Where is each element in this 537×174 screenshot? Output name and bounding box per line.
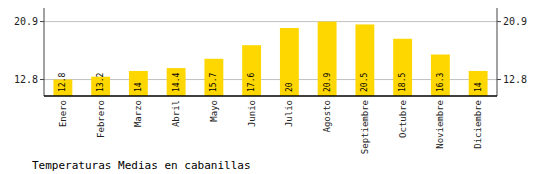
x-tick-label: Agosto xyxy=(322,100,332,133)
bars xyxy=(53,22,487,96)
x-tick-label: Mayo xyxy=(209,100,219,122)
y2-axis: 12.8 20.9 xyxy=(497,16,527,85)
bar xyxy=(242,45,261,96)
y2-tick-label: 12.8 xyxy=(503,74,527,85)
data-label: 14 xyxy=(134,82,143,92)
x-tick-label: Septiembre xyxy=(360,100,370,154)
bar xyxy=(393,39,412,96)
chart: 12.8 13.2 14 14.4 15.7 17.6 20 20.9 20.5 18.5 16.3… xyxy=(0,0,537,174)
data-label: 20.9 xyxy=(323,73,332,92)
grid-line xyxy=(44,79,497,80)
x-tick-label: Marzo xyxy=(133,100,143,127)
y-tick-label: 20.9 xyxy=(14,16,38,27)
x-tick-label: Abril xyxy=(171,100,181,127)
x-tick-label: Octubre xyxy=(398,100,408,138)
data-label: 16.3 xyxy=(436,73,445,92)
data-label: 18.5 xyxy=(398,73,407,92)
data-label: 14 xyxy=(474,82,483,92)
data-label: 14.4 xyxy=(172,73,181,92)
grid-line xyxy=(44,21,497,22)
bar xyxy=(431,55,450,96)
bar xyxy=(204,59,223,96)
y-tick-label: 12.8 xyxy=(14,74,38,85)
data-label: 20.5 xyxy=(360,73,369,92)
bar xyxy=(355,24,374,96)
data-label: 20 xyxy=(285,82,294,92)
x-tick-label: Enero xyxy=(58,100,68,127)
data-labels: 12.8 13.2 14 14.4 15.7 17.6 20 20.9 20.5 18.5 16.3… xyxy=(58,73,482,92)
y-tick xyxy=(40,79,44,80)
x-tick-label: Febrero xyxy=(96,100,106,138)
grid xyxy=(44,22,497,80)
data-label: 17.6 xyxy=(247,73,256,92)
x-axis-line xyxy=(44,95,497,97)
bar xyxy=(129,71,148,96)
y2-tick xyxy=(497,79,501,80)
title: Temperaturas Medias en cabanillas xyxy=(32,159,251,172)
y2-tick-label: 20.9 xyxy=(503,16,527,27)
data-label: 13.2 xyxy=(96,73,105,92)
data-label: 15.7 xyxy=(209,73,218,92)
y-axis: 12.8 20.9 xyxy=(14,16,44,85)
x-tick-label: Noviembre xyxy=(435,100,445,149)
y2-tick xyxy=(497,21,501,22)
y-tick xyxy=(40,21,44,22)
x-tick-label: Diciembre xyxy=(473,100,483,149)
bar xyxy=(167,68,186,96)
x-axis: Enero Febrero Marzo Abril Mayo Junio Julio Agos… xyxy=(58,100,483,154)
x-tick-label: Junio xyxy=(247,100,257,127)
bar xyxy=(280,28,299,96)
x-tick-label: Julio xyxy=(284,100,294,127)
bar xyxy=(469,71,488,96)
bar xyxy=(318,22,337,96)
data-label: 12.8 xyxy=(58,73,67,92)
